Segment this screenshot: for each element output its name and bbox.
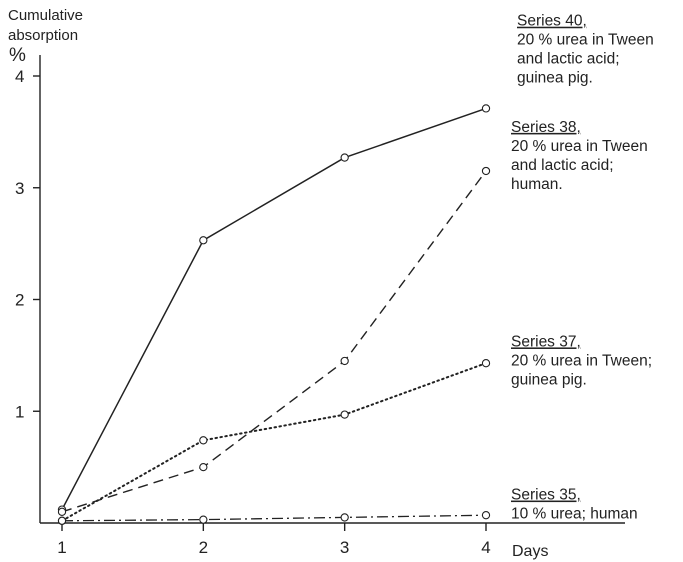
series-label-title: Series 38, bbox=[511, 119, 581, 136]
data-point bbox=[340, 513, 349, 522]
y-axis-label: Cumulative absorption% bbox=[8, 7, 83, 66]
series-line bbox=[61, 514, 487, 522]
data-point bbox=[199, 515, 208, 524]
series-0 bbox=[57, 104, 491, 514]
series-1 bbox=[57, 166, 491, 516]
series-line bbox=[61, 170, 487, 513]
series-label-line: human. bbox=[511, 176, 563, 193]
series-label-line: and lactic acid; bbox=[517, 51, 620, 68]
y-tick-label: 1 bbox=[15, 402, 24, 421]
series-label: Series 37, 20 % urea in Tween; guinea pig. bbox=[511, 333, 652, 388]
y-ticks: 1 2 3 4 bbox=[15, 67, 40, 421]
data-point bbox=[57, 516, 67, 525]
x-tick-label: 1 bbox=[57, 538, 66, 557]
y-axis-label-line: % bbox=[9, 45, 26, 66]
data-point bbox=[481, 104, 491, 113]
y-axis-label-line: absorption bbox=[8, 27, 78, 44]
data-point bbox=[57, 507, 67, 516]
data-point bbox=[199, 436, 208, 445]
data-point bbox=[481, 359, 491, 368]
data-point bbox=[340, 356, 349, 366]
series-label-title: Series 35, bbox=[511, 487, 581, 504]
series-label-line: guinea pig. bbox=[511, 371, 587, 388]
series-line bbox=[61, 107, 487, 510]
series-labels: Series 40, 20 % urea in Tween and lactic a… bbox=[511, 13, 654, 523]
series-2 bbox=[57, 359, 491, 525]
series-layer bbox=[57, 104, 491, 525]
x-ticks: 1 2 3 4 bbox=[57, 523, 491, 557]
y-tick-label: 3 bbox=[15, 179, 24, 198]
series-label-line: 20 % urea in Tween bbox=[511, 138, 648, 155]
data-point bbox=[199, 236, 208, 245]
y-tick-label: 4 bbox=[15, 67, 24, 86]
data-point bbox=[481, 166, 491, 176]
series-label-line: 20 % urea in Tween; bbox=[511, 352, 652, 369]
series-label: Series 38, 20 % urea in Tween and lactic a… bbox=[511, 119, 648, 193]
y-axis-label-line: Cumulative bbox=[8, 7, 83, 24]
data-point bbox=[199, 462, 208, 472]
series-line bbox=[61, 362, 487, 522]
series-label-line: 20 % urea in Tween bbox=[517, 32, 654, 49]
x-tick-label: 4 bbox=[481, 538, 490, 557]
y-tick-label: 2 bbox=[15, 291, 24, 310]
series-label: Series 40, 20 % urea in Tween and lactic a… bbox=[517, 13, 654, 87]
series-label-line: guinea pig. bbox=[517, 70, 593, 87]
series-3 bbox=[57, 511, 491, 525]
axes bbox=[39, 55, 625, 524]
series-label: Series 35, 10 % urea; human bbox=[511, 487, 638, 523]
data-point bbox=[340, 153, 349, 162]
series-label-title: Series 40, bbox=[517, 13, 587, 30]
data-point bbox=[340, 410, 349, 419]
x-tick-label: 3 bbox=[340, 538, 349, 557]
x-tick-label: 2 bbox=[199, 538, 208, 557]
series-label-line: and lactic acid; bbox=[511, 157, 614, 174]
data-point bbox=[481, 511, 491, 520]
series-label-title: Series 37, bbox=[511, 333, 581, 350]
series-label-line: 10 % urea; human bbox=[511, 506, 638, 523]
x-axis-label: Days bbox=[512, 543, 548, 560]
